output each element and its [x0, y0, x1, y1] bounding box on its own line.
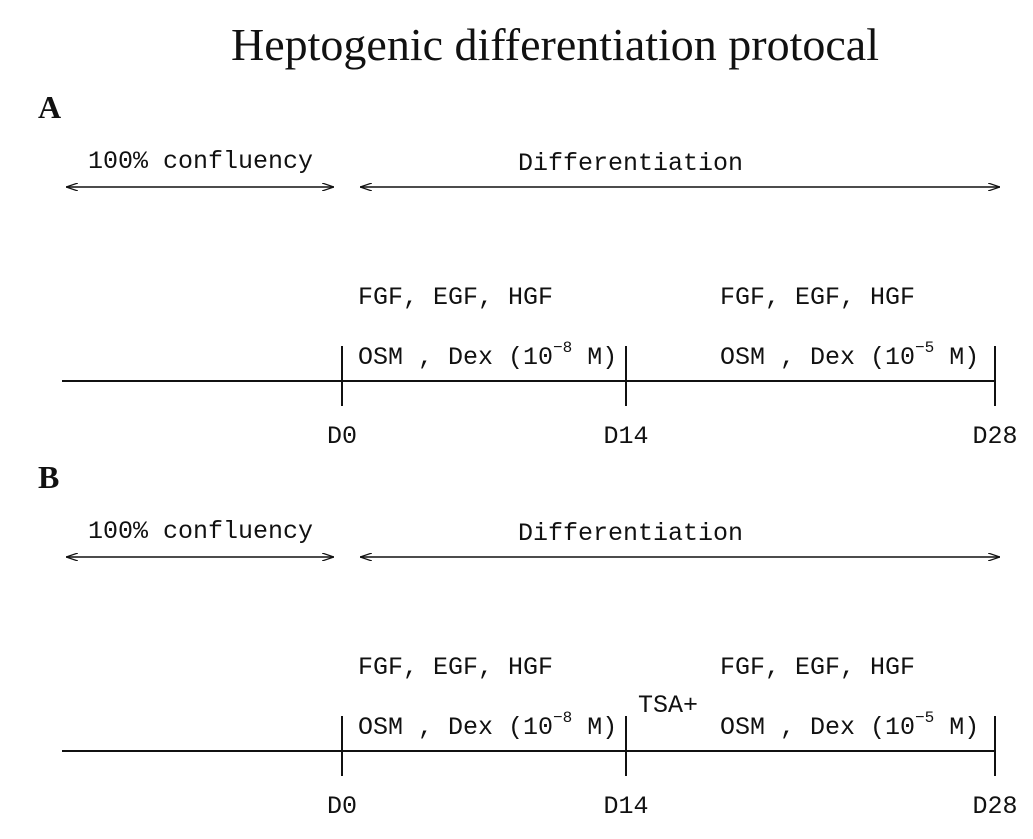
stage-line: FGF, EGF, HGF: [358, 653, 553, 682]
stage-text: OSM , Dex (10: [358, 343, 553, 372]
day-label: D14: [603, 792, 648, 821]
stage-line: OSM , Dex (10−5 M): [720, 709, 979, 742]
stage-line: OSM , Dex (10−8 M): [358, 339, 617, 372]
stage-text: M): [572, 343, 617, 372]
superscript: −8: [553, 709, 572, 727]
stage-line: FGF, EGF, HGF: [720, 283, 915, 312]
phase-label: Differentiation: [518, 149, 743, 178]
treatment-label: TSA+: [638, 691, 698, 720]
stage-line: FGF, EGF, HGF: [358, 283, 553, 312]
day-label: D28: [972, 792, 1017, 821]
day-label: D0: [327, 422, 357, 451]
stage-text: OSM , Dex (10: [720, 343, 915, 372]
superscript: −5: [915, 339, 934, 357]
stage-text: OSM , Dex (10: [358, 713, 553, 742]
stage-text: OSM , Dex (10: [720, 713, 915, 742]
stage-line: FGF, EGF, HGF: [720, 653, 915, 682]
stage-text: M): [934, 713, 979, 742]
day-label: D14: [603, 422, 648, 451]
superscript: −8: [553, 339, 572, 357]
stage-text: M): [572, 713, 617, 742]
stage-line: OSM , Dex (10−5 M): [720, 339, 979, 372]
stage-text: M): [934, 343, 979, 372]
day-label: D0: [327, 792, 357, 821]
phase-label: 100% confluency: [88, 517, 313, 546]
stage-line: OSM , Dex (10−8 M): [358, 709, 617, 742]
phase-label: Differentiation: [518, 519, 743, 548]
panel-label: A: [38, 89, 61, 125]
panel-label: B: [38, 459, 59, 495]
title: Heptogenic differentiation protocal: [231, 19, 879, 70]
superscript: −5: [915, 709, 934, 727]
phase-label: 100% confluency: [88, 147, 313, 176]
day-label: D28: [972, 422, 1017, 451]
